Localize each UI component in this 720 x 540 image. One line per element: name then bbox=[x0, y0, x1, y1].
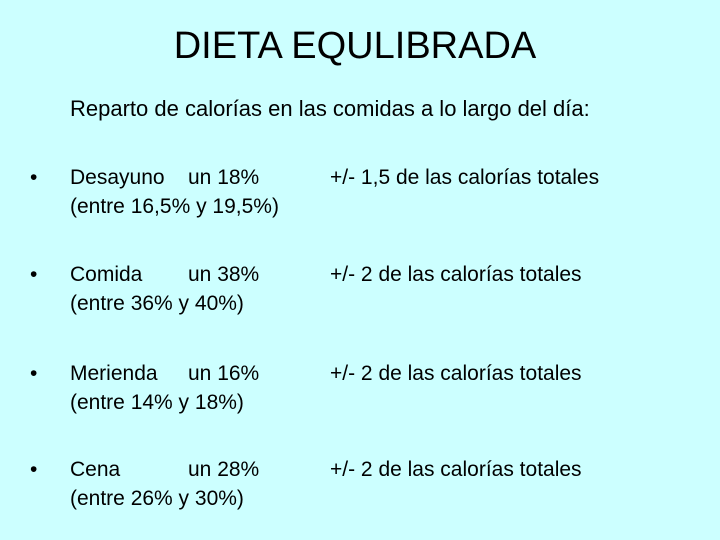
bullet-icon: • bbox=[30, 263, 38, 286]
meal-item-desayuno: • Desayuno un 18% +/- 1,5 de las caloría… bbox=[30, 163, 710, 225]
meal-range: (entre 16,5% y 19,5%) bbox=[70, 195, 279, 218]
bullet-icon: • bbox=[30, 166, 38, 189]
meal-range: (entre 36% y 40%) bbox=[70, 292, 244, 315]
meal-percent: un 18% bbox=[188, 166, 260, 189]
meal-item-comida: • Comida un 38% +/- 2 de las calorías to… bbox=[30, 260, 710, 322]
meal-percent: un 38% bbox=[188, 263, 260, 286]
meal-range: (entre 14% y 18%) bbox=[70, 391, 244, 414]
meal-name: Cena bbox=[70, 458, 121, 481]
meal-name: Desayuno bbox=[70, 166, 165, 189]
meal-percent: un 16% bbox=[188, 362, 260, 385]
slide-title: DIETA EQULIBRADA bbox=[173, 25, 537, 67]
bullet-icon: • bbox=[30, 458, 38, 481]
meal-name: Merienda bbox=[70, 362, 158, 385]
meal-tolerance: +/- 2 de las calorías totales bbox=[330, 458, 582, 481]
meal-name: Comida bbox=[70, 263, 143, 286]
meal-percent: un 28% bbox=[188, 458, 260, 481]
meal-tolerance: +/- 2 de las calorías totales bbox=[330, 263, 582, 286]
meal-tolerance: +/- 2 de las calorías totales bbox=[330, 362, 582, 385]
meal-range: (entre 26% y 30%) bbox=[70, 487, 244, 510]
slide-subtitle: Reparto de calorías en las comidas a lo … bbox=[70, 96, 590, 121]
meal-item-merienda: • Merienda un 16% +/- 2 de las calorías … bbox=[30, 359, 710, 421]
bullet-icon: • bbox=[30, 362, 38, 385]
meal-tolerance: +/- 1,5 de las calorías totales bbox=[330, 166, 600, 189]
meal-item-cena: • Cena un 28% +/- 2 de las calorías tota… bbox=[30, 455, 710, 517]
